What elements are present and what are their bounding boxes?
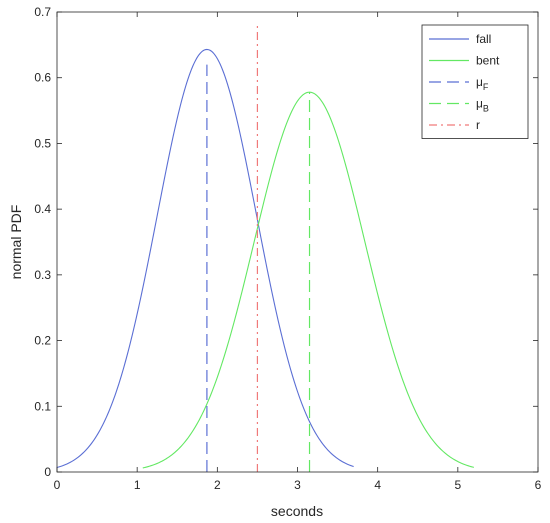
series-line-bent	[142, 91, 475, 469]
y-tick-label: 0.7	[34, 5, 51, 19]
y-tick-label: 0	[44, 465, 51, 479]
y-ticks: 0 0.1 0.2 0.3 0.4 0.5 0.6 0.7	[34, 5, 538, 479]
series-line-fall	[56, 48, 354, 469]
plot-frame	[56, 11, 539, 473]
y-tick-label: 0.1	[34, 399, 51, 413]
y-tick-label: 0.4	[34, 202, 51, 216]
x-tick-label: 3	[294, 478, 301, 492]
x-tick-label: 6	[535, 478, 542, 492]
x-tick-label: 2	[214, 478, 221, 492]
y-axis-label: normal PDF	[8, 205, 24, 280]
x-tick-label: 4	[374, 478, 381, 492]
curves-layer	[56, 25, 475, 472]
x-tick-label: 0	[54, 478, 61, 492]
y-tick-label: 0.2	[34, 334, 51, 348]
legend-label-fall: fall	[476, 32, 491, 46]
y-tick-label: 0.3	[34, 268, 51, 282]
x-tick-label: 5	[454, 478, 461, 492]
y-tick-label: 0.5	[34, 136, 51, 150]
legend-label-bent: bent	[476, 54, 500, 68]
x-tick-label: 1	[134, 478, 141, 492]
y-tick-label: 0.6	[34, 71, 51, 85]
x-axis-label: seconds	[271, 503, 323, 519]
legend-label-r: r	[476, 118, 480, 132]
